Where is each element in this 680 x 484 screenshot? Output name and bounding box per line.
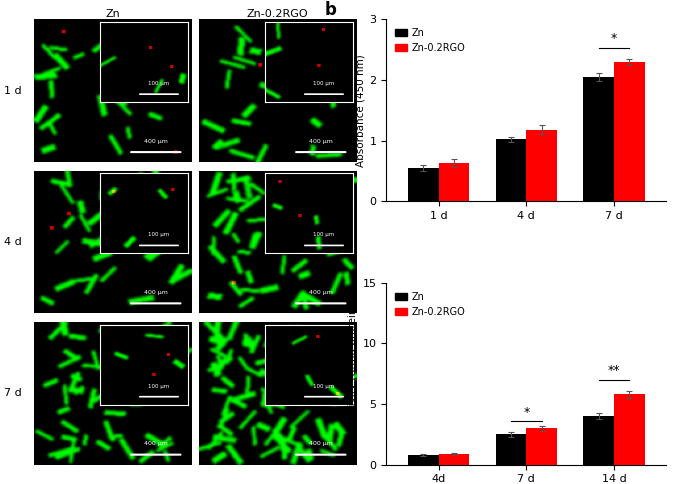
Text: 400 μm: 400 μm bbox=[309, 138, 333, 144]
Text: c: c bbox=[324, 265, 335, 283]
Bar bbox=[583, 416, 614, 465]
Text: *: * bbox=[523, 406, 530, 419]
Text: 400 μm: 400 μm bbox=[144, 441, 168, 446]
Y-axis label: 7 d: 7 d bbox=[4, 388, 22, 398]
Bar bbox=[408, 455, 439, 465]
Bar bbox=[439, 454, 469, 465]
Legend: Zn, Zn-0.2RGO: Zn, Zn-0.2RGO bbox=[391, 288, 469, 320]
Bar bbox=[408, 168, 439, 201]
Text: b: b bbox=[324, 1, 337, 19]
Text: 400 μm: 400 μm bbox=[309, 290, 333, 295]
Title: Zn-0.2RGO: Zn-0.2RGO bbox=[247, 9, 309, 18]
Bar bbox=[526, 130, 557, 201]
Text: 400 μm: 400 μm bbox=[144, 138, 168, 144]
Y-axis label: ALP activity (U/mg protein): ALP activity (U/mg protein) bbox=[348, 303, 358, 444]
Title: Zn: Zn bbox=[105, 9, 120, 18]
Text: *: * bbox=[611, 32, 617, 45]
Y-axis label: Absorbance (450 nm): Absorbance (450 nm) bbox=[355, 54, 365, 166]
Bar bbox=[614, 62, 645, 201]
Legend: Zn, Zn-0.2RGO: Zn, Zn-0.2RGO bbox=[391, 24, 469, 57]
Bar bbox=[439, 163, 469, 201]
Bar bbox=[496, 434, 526, 465]
Text: 400 μm: 400 μm bbox=[144, 290, 168, 295]
Y-axis label: 4 d: 4 d bbox=[4, 237, 22, 247]
Bar bbox=[583, 77, 614, 201]
Bar bbox=[614, 394, 645, 465]
Text: 400 μm: 400 μm bbox=[309, 441, 333, 446]
Bar bbox=[526, 428, 557, 465]
Bar bbox=[496, 139, 526, 201]
Text: **: ** bbox=[608, 364, 620, 378]
Y-axis label: 1 d: 1 d bbox=[4, 86, 22, 96]
